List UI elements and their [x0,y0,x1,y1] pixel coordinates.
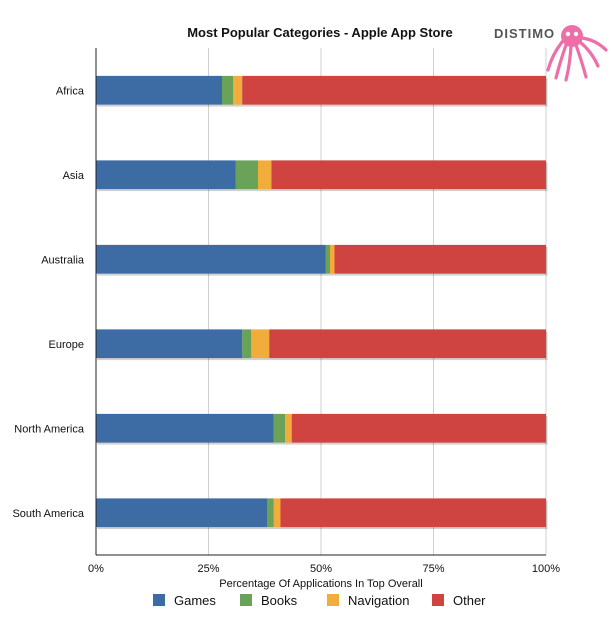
bar-africa-games [96,75,222,105]
bar-australia-games [96,244,326,274]
bar-asia-books [235,160,258,190]
legend-swatch-navigation [327,594,339,606]
bar-group-north-america [96,413,548,445]
category-label-asia: Asia [63,170,85,182]
x-tick-label-100: 100% [532,563,560,575]
legend-swatch-books [240,594,252,606]
octopus-arm-6 [580,36,608,52]
category-label-south-america: South America [12,508,84,520]
octopus-arm-1 [546,40,564,72]
chart-title: Most Popular Categories - Apple App Stor… [187,25,453,40]
category-labels: Africa Asia Australia Europe North America So… [12,85,84,520]
legend-swatch-games [153,594,165,606]
octopus-arm-4 [574,43,588,79]
category-label-europe: Europe [49,339,84,351]
x-tick-label-50: 50% [310,563,332,575]
bar-group-asia [96,160,548,192]
bar-north-america-other [291,413,546,443]
bar-group-europe [96,329,548,361]
bar-group-africa [96,75,548,107]
octopus-eye-right [573,31,579,37]
bar-africa-books [222,75,234,105]
bar-south-america-books [267,498,274,528]
bar-europe-navigation [251,329,270,359]
bar-south-america-games [96,498,267,528]
bar-group-south-america [96,498,548,530]
gridlines [208,48,547,555]
bar-europe-books [242,329,252,359]
x-tick-label-0: 0% [88,563,104,575]
legend-item-games: Games [153,593,216,608]
bar-group-australia [96,244,548,276]
category-label-north-america: North America [14,423,85,435]
bar-north-america-books [273,413,285,443]
legend-label-games: Games [174,593,216,608]
logo-text: DISTIMO [494,26,555,41]
legend-swatch-other [432,594,444,606]
distimo-logo: DISTIMO [494,25,608,82]
octopus-icon [546,25,608,82]
bar-europe-games [96,329,243,359]
octopus-arm-2 [554,43,568,80]
octopus-arm-3 [564,44,573,82]
legend-label-other: Other [453,593,486,608]
legend: Games Books Navigation Other [153,593,486,608]
bar-north-america-games [96,413,274,443]
bar-south-america-navigation [273,498,281,528]
bar-africa-navigation [233,75,243,105]
bar-asia-navigation [258,160,272,190]
octopus-head [561,25,583,47]
legend-label-books: Books [261,593,298,608]
octopus-eye-left [565,31,571,37]
bar-north-america-navigation [285,413,292,443]
bar-asia-games [96,160,236,190]
bar-south-america-other [280,498,546,528]
legend-item-books: Books [240,593,298,608]
tick-labels: 0% 25% 50% 75% 100% [88,563,560,575]
bar-asia-other [271,160,546,190]
category-label-africa: Africa [56,85,85,97]
legend-label-navigation: Navigation [348,593,409,608]
x-axis-label: Percentage Of Applications In Top Overal… [219,578,422,590]
legend-item-other: Other [432,593,486,608]
bars [96,75,548,530]
legend-item-navigation: Navigation [327,593,409,608]
category-label-australia: Australia [41,254,85,266]
bar-europe-other [269,329,546,359]
x-tick-label-25: 25% [197,563,219,575]
bar-australia-other [334,244,546,274]
x-tick-label-75: 75% [422,563,444,575]
bar-africa-other [242,75,546,105]
bar-australia-navigation [330,244,335,274]
bar-australia-books [325,244,330,274]
octopus-arm-5 [578,40,600,68]
